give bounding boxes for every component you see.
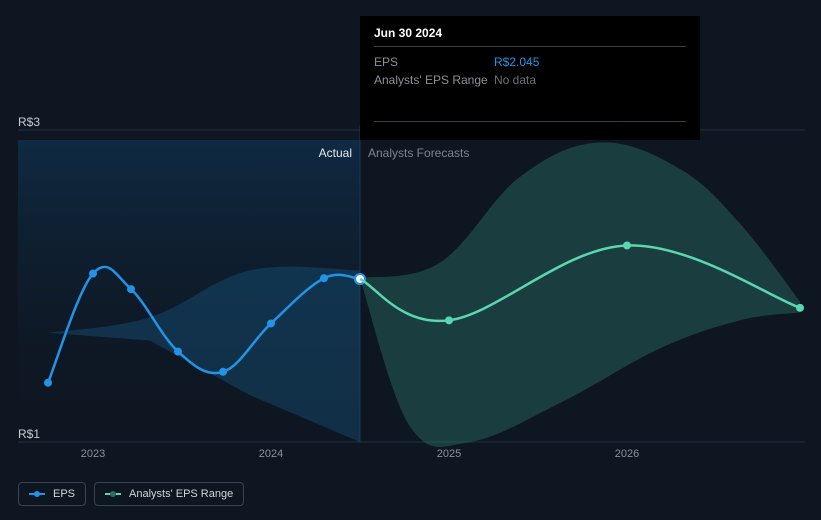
- legend: EPS Analysts' EPS Range: [18, 482, 244, 506]
- legend-label: Analysts' EPS Range: [129, 488, 233, 500]
- legend-label: EPS: [53, 488, 75, 500]
- y-tick-label: R$3: [18, 115, 40, 129]
- tooltip-row-range: Analysts' EPS Range No data: [374, 71, 686, 89]
- tooltip-separator: [374, 46, 686, 47]
- y-tick-label: R$1: [18, 427, 40, 441]
- tooltip-label: Analysts' EPS Range: [374, 71, 494, 89]
- tooltip-separator: [374, 121, 686, 122]
- legend-item-range[interactable]: Analysts' EPS Range: [94, 482, 244, 506]
- x-tick-label: 2024: [259, 448, 283, 460]
- x-tick-label: 2025: [437, 448, 461, 460]
- tooltip-label: EPS: [374, 53, 494, 71]
- legend-swatch-range: [105, 490, 121, 498]
- tooltip-value-eps: R$2.045: [494, 53, 539, 71]
- section-label-actual: Actual: [319, 146, 352, 160]
- legend-swatch-eps: [29, 490, 45, 498]
- eps-chart-container: { "chart": { "type": "line", "width": 82…: [0, 0, 821, 520]
- legend-item-eps[interactable]: EPS: [18, 482, 86, 506]
- tooltip-value-nodata: No data: [494, 71, 536, 89]
- tooltip-row-eps: EPS R$2.045: [374, 53, 686, 71]
- chart-tooltip: Jun 30 2024 EPS R$2.045 Analysts' EPS Ra…: [360, 16, 700, 140]
- tooltip-date: Jun 30 2024: [374, 26, 686, 40]
- section-label-forecast: Analysts Forecasts: [368, 146, 469, 160]
- x-tick-label: 2026: [615, 448, 639, 460]
- x-tick-label: 2023: [81, 448, 105, 460]
